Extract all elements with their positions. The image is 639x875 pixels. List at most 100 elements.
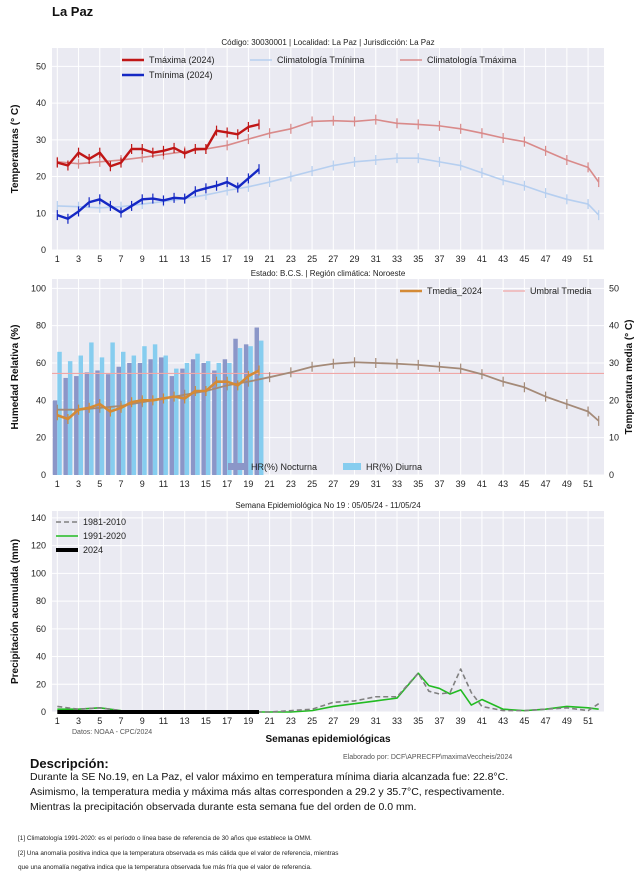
hr-diurna-bar <box>216 363 221 475</box>
hr-diurna-bar <box>248 346 253 475</box>
y-tick-label: 10 <box>36 208 46 218</box>
x-tick-label: 17 <box>222 716 232 726</box>
x-tick-label: 33 <box>392 479 402 489</box>
x-tick-label: 43 <box>498 479 508 489</box>
x-tick-label: 35 <box>413 716 423 726</box>
x-tick-label: 5 <box>97 479 102 489</box>
hr-diurna-bar <box>184 363 190 475</box>
hr-diurna-bar <box>142 346 147 475</box>
x-tick-label: 35 <box>413 479 423 489</box>
hr-nocturna-bar <box>84 372 90 475</box>
legend-tmedia-label: Tmedia_2024 <box>427 286 482 296</box>
y-tick-label: 0 <box>41 470 46 480</box>
x-tick-label: 3 <box>76 254 81 264</box>
x-tick-label: 11 <box>159 479 168 489</box>
x-tick-label: 11 <box>159 254 168 264</box>
x-tick-label: 29 <box>350 479 360 489</box>
chart-title: Código: 30030001 | Localidad: La Paz | J… <box>221 38 434 47</box>
x-tick-label: 1 <box>55 479 60 489</box>
x-tick-label: 19 <box>243 479 253 489</box>
x-tick-label: 43 <box>498 716 508 726</box>
x-tick-label: 41 <box>477 716 487 726</box>
y-tick-label: 120 <box>31 541 46 551</box>
x-tick-label: 25 <box>307 479 317 489</box>
legend-tmin-label: Tmínima (2024) <box>149 70 213 80</box>
tmax-2024-line <box>56 123 260 168</box>
y-tick-label: 20 <box>36 172 46 182</box>
x-tick-label: 13 <box>180 254 190 264</box>
y-tick-label: 50 <box>36 61 46 71</box>
hr-nocturna-bar <box>180 368 185 475</box>
x-tick-label: 25 <box>307 254 317 264</box>
y2-tick-label: 30 <box>609 358 619 368</box>
x-tick-label: 23 <box>286 479 296 489</box>
footnote-3: que una anomalía negativa indica que la … <box>18 864 312 871</box>
x-tick-label: 37 <box>434 716 444 726</box>
legend-1981-2010-label: 1981-2010 <box>83 517 126 527</box>
hr-nocturna-bar <box>201 363 206 475</box>
x-tick-label: 47 <box>541 254 551 264</box>
x-tick-label: 17 <box>222 254 232 264</box>
y-tick-label: 60 <box>36 358 46 368</box>
description-line-2: Asimismo, la temperatura media y máxima … <box>30 786 505 798</box>
hr-diurna-bar <box>205 361 211 475</box>
description-heading: Descripción: <box>30 756 109 771</box>
x-tick-label: 45 <box>519 479 529 489</box>
x-tick-label: 21 <box>265 479 275 489</box>
y-tick-label: 0 <box>41 245 46 255</box>
x-tick-label: 37 <box>434 254 444 264</box>
y-tick-label: 40 <box>36 98 46 108</box>
legend-tmax-label: Tmáxima (2024) <box>149 55 215 65</box>
y-tick-label: 40 <box>36 652 46 662</box>
x-tick-label: 47 <box>541 479 551 489</box>
hr-nocturna-bar <box>95 370 100 475</box>
x-tick-label: 45 <box>519 716 529 726</box>
hr-nocturna-bar <box>243 344 249 475</box>
hr-diurna-bar <box>57 351 62 475</box>
x-tick-label: 17 <box>222 479 232 489</box>
y2-tick-label: 50 <box>609 283 619 293</box>
hr-nocturna-bar <box>105 374 111 475</box>
x-tick-label: 19 <box>243 254 253 264</box>
y2-axis-label: Temperatura media (° C) <box>624 320 635 435</box>
x-tick-label: 51 <box>583 716 593 726</box>
page-title: La Paz <box>52 4 94 19</box>
hr-diurna-bar <box>131 355 137 475</box>
hr-nocturna-bar <box>116 366 121 475</box>
x-tick-label: 13 <box>180 716 190 726</box>
x-tick-label: 3 <box>76 716 81 726</box>
hr-nocturna-bar <box>254 327 259 475</box>
x-tick-label: 29 <box>350 254 360 264</box>
x-tick-label: 13 <box>180 479 190 489</box>
hr-diurna-bar <box>110 342 115 475</box>
hr-diurna-bar <box>99 357 105 475</box>
x-tick-label: 15 <box>201 716 211 726</box>
hr-diurna-bar <box>174 368 179 475</box>
legend-2024-label: 2024 <box>83 545 103 555</box>
y-tick-label: 30 <box>36 135 46 145</box>
x-tick-label: 39 <box>456 716 466 726</box>
x-tick-label: 23 <box>286 716 296 726</box>
legend-hr-nocturna-swatch <box>228 463 246 470</box>
x-tick-label: 21 <box>265 254 275 264</box>
hr-nocturna-bar <box>63 377 68 475</box>
y-tick-label: 40 <box>36 395 46 405</box>
x-tick-label: 41 <box>477 479 487 489</box>
y-axis-label: Temperaturas (° C) <box>10 105 21 194</box>
y-tick-label: 20 <box>36 433 46 443</box>
hr-diurna-bar <box>152 344 158 475</box>
y-tick-label: 100 <box>31 283 46 293</box>
tmedia-2024-line <box>56 369 260 421</box>
x-tick-label: 1 <box>55 716 60 726</box>
x-tick-label: 27 <box>328 479 338 489</box>
x-tick-label: 5 <box>97 254 102 264</box>
hr-diurna-bar <box>163 355 168 475</box>
hr-nocturna-bar <box>137 363 143 475</box>
hr-nocturna-bar <box>169 376 175 475</box>
x-tick-label: 29 <box>350 716 360 726</box>
x-tick-label: 21 <box>265 716 275 726</box>
hr-nocturna-bar <box>74 376 79 475</box>
description-line-3: Mientras la precipitación observada dura… <box>30 801 417 813</box>
x-tick-label: 1 <box>55 254 60 264</box>
